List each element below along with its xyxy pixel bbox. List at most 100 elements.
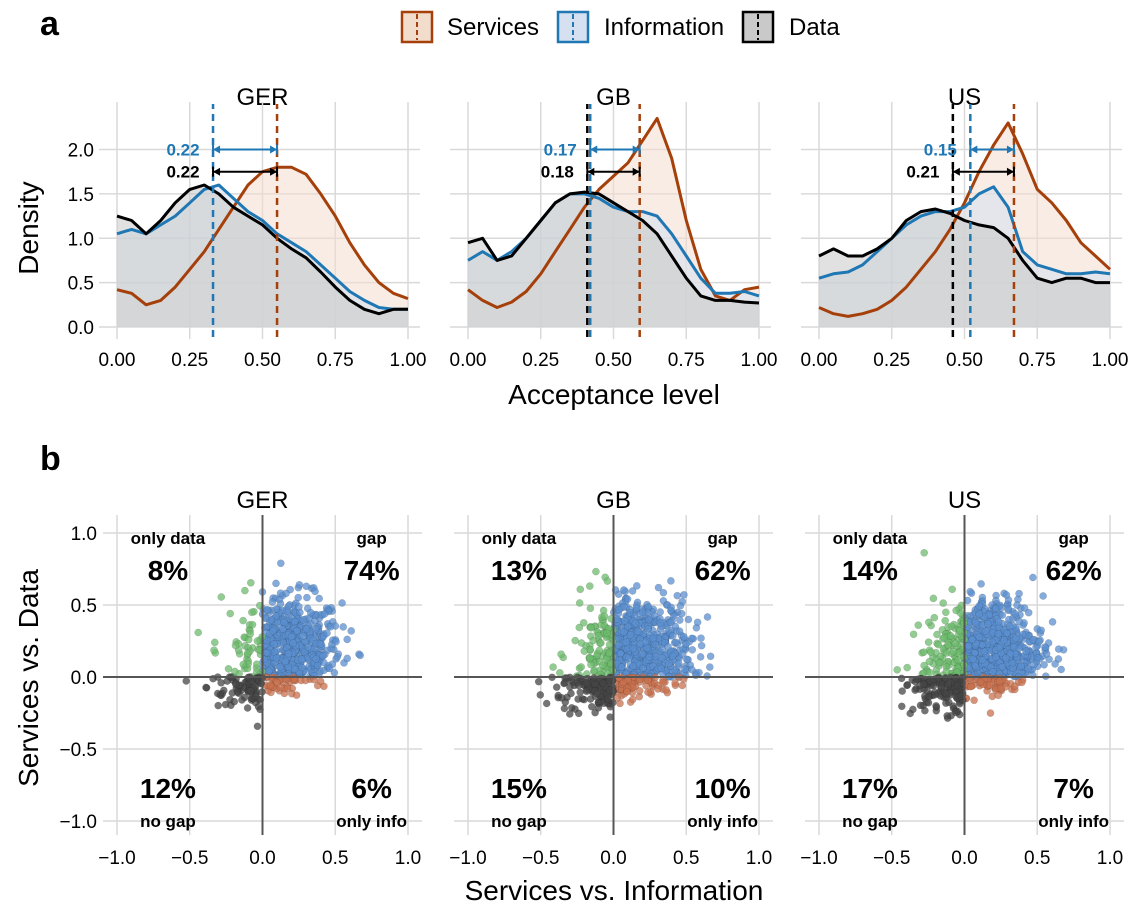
- scatter-facet-us: US only data 14% gap 62% 17% no gap 7% only info…: [800, 487, 1124, 869]
- point-gap: [1040, 660, 1048, 669]
- point-no-gap: [594, 703, 603, 712]
- quadrant-pct-no-gap: 12%: [140, 773, 196, 804]
- point-gap: [1033, 653, 1042, 662]
- quadrant-pct-only-info: 7%: [1053, 773, 1094, 804]
- x-tick-label: 1.0: [395, 848, 421, 869]
- gap-arrow-ger-information-head-right: [270, 145, 278, 154]
- point-gap: [356, 651, 365, 660]
- point-gap: [306, 608, 315, 617]
- x-tick-label: 0.00: [450, 350, 487, 371]
- point-gap: [304, 643, 312, 651]
- point-only-data: [595, 646, 604, 655]
- point-no-gap: [591, 680, 600, 689]
- point-only-data: [580, 647, 589, 656]
- gap-value-us-data: 0.21: [906, 163, 939, 182]
- point-gap: [617, 663, 626, 671]
- point-gap: [971, 661, 980, 670]
- point-no-gap: [233, 688, 242, 697]
- point-only-info: [623, 687, 631, 696]
- point-no-gap: [916, 701, 925, 710]
- x-tick-label: 1.00: [741, 350, 778, 371]
- scatter-points-gb: [534, 567, 715, 721]
- point-only-data: [248, 620, 257, 629]
- density-line-us-information: [818, 185, 1111, 280]
- point-only-data: [946, 632, 955, 640]
- x-tick-label: −1.0: [800, 848, 838, 869]
- quadrant-pct-only-data: 13%: [491, 555, 547, 586]
- point-no-gap: [897, 674, 906, 683]
- point-gap: [675, 627, 684, 635]
- point-only-data: [920, 548, 929, 557]
- y-tick-label: 1.5: [68, 185, 94, 206]
- point-no-gap: [897, 702, 906, 711]
- point-no-gap: [567, 689, 575, 698]
- point-gap: [697, 634, 705, 643]
- point-gap: [666, 606, 675, 615]
- point-only-data: [949, 647, 958, 656]
- point-gap: [332, 637, 340, 646]
- point-only-data: [893, 665, 902, 674]
- point-gap: [629, 662, 638, 671]
- point-only-data: [597, 639, 605, 647]
- point-only-info: [292, 691, 301, 700]
- point-gap: [665, 659, 673, 668]
- point-gap: [338, 599, 346, 607]
- point-gap: [311, 587, 319, 596]
- point-gap: [315, 594, 324, 603]
- density-area-gb-data: [468, 192, 759, 327]
- x-tick-label: 0.75: [668, 350, 705, 371]
- point-only-info: [283, 684, 292, 693]
- point-gap: [676, 601, 685, 610]
- x-tick-label: −0.5: [522, 848, 560, 869]
- point-no-gap: [921, 706, 929, 715]
- point-gap: [674, 659, 683, 668]
- point-gap: [688, 665, 696, 674]
- y-tick-label: 2.0: [68, 141, 94, 162]
- point-no-gap: [944, 680, 953, 689]
- x-tick-label: 0.25: [873, 350, 910, 371]
- point-gap: [628, 587, 637, 595]
- x-tick-label: −1.0: [98, 848, 136, 869]
- density-line-us-services: [818, 121, 1112, 318]
- point-only-data: [924, 638, 933, 647]
- point-gap: [677, 609, 686, 618]
- point-only-data: [925, 657, 934, 666]
- point-gap: [311, 625, 320, 633]
- point-gap: [276, 663, 285, 671]
- point-gap: [323, 629, 331, 637]
- x-tick-label: 0.75: [1019, 350, 1056, 371]
- point-gap: [295, 603, 303, 611]
- point-only-info: [659, 678, 667, 687]
- point-gap: [658, 654, 666, 662]
- legend: Services Information Data: [400, 10, 840, 44]
- panel-b-x-axis-title: Services vs. Information: [465, 875, 764, 906]
- point-gap: [1008, 658, 1017, 667]
- point-no-gap: [599, 679, 608, 688]
- gap-arrow-ger-information-head-left: [213, 145, 221, 154]
- point-gap: [1054, 645, 1063, 653]
- x-tick-label: 1.0: [746, 848, 772, 869]
- quadrant-label-no-gap: no gap: [491, 812, 547, 831]
- density-line-us-data: [818, 207, 1110, 285]
- point-gap: [272, 605, 281, 613]
- point-gap: [991, 604, 1000, 613]
- point-gap: [1041, 643, 1049, 651]
- point-gap: [687, 634, 696, 643]
- density-facet-gb: GB0.170.180.00 0.25 0.50 0.75 1.00: [450, 84, 778, 371]
- gap-arrow-gb-information-head-right: [632, 145, 640, 154]
- y-tick-label: 0.0: [68, 318, 94, 339]
- point-gap: [632, 582, 641, 590]
- point-gap: [1057, 665, 1066, 674]
- gap-arrow-ger-data-head-left: [213, 167, 221, 176]
- quadrant-pct-gap: 74%: [344, 555, 400, 586]
- point-only-data: [600, 612, 609, 621]
- point-no-gap: [943, 711, 952, 720]
- point-no-gap: [238, 696, 246, 704]
- point-only-data: [226, 609, 235, 618]
- y-tick-label: 0.5: [68, 274, 94, 295]
- point-gap: [1029, 573, 1037, 582]
- point-gap: [290, 617, 299, 626]
- point-gap: [1024, 608, 1033, 617]
- point-gap: [679, 632, 688, 641]
- point-gap: [269, 626, 278, 635]
